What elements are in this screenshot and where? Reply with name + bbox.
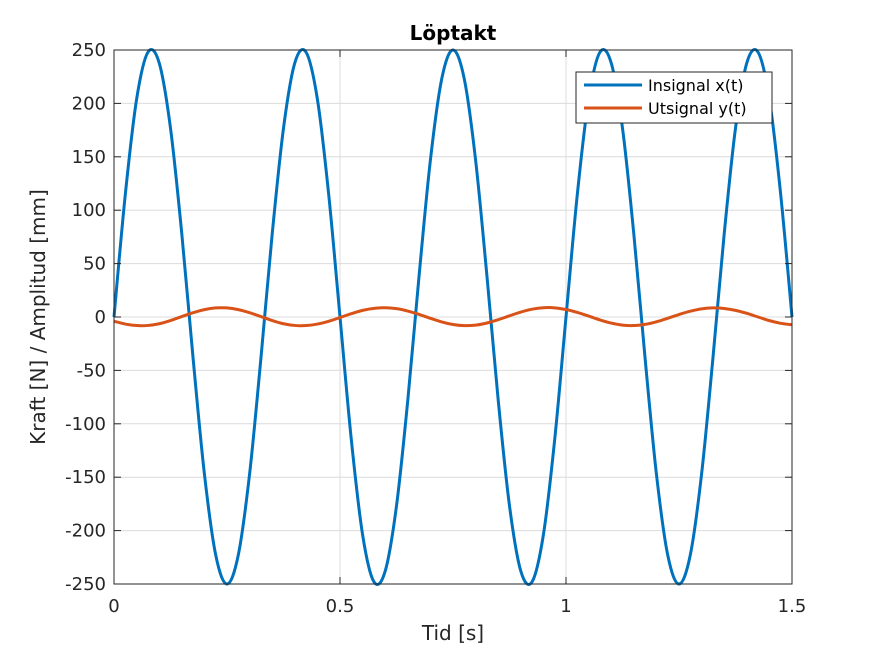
legend: Insignal x(t) Utsignal y(t) [575, 71, 773, 124]
axis-ticks: 0 0.5 1 1.5 250 200 150 100 50 0 -50 -100 -150 -200 -2… [65, 40, 806, 617]
y-tick-label: -200 [65, 521, 106, 542]
y-tick-label: 100 [72, 200, 106, 221]
y-tick-label: -150 [65, 467, 106, 488]
y-tick-label: 0 [95, 307, 106, 328]
x-tick-label: 0 [108, 596, 119, 617]
x-tick-label: 1.5 [778, 596, 807, 617]
y-tick-label: -50 [77, 360, 106, 381]
y-tick-label: -100 [65, 414, 106, 435]
legend-label-utsignal: Utsignal y(t) [648, 99, 747, 118]
chart-title: Löptakt [410, 21, 497, 45]
y-axis-title: Kraft [N] / Amplitud [mm] [26, 189, 50, 445]
x-tick-label: 1 [560, 596, 571, 617]
legend-box [575, 71, 773, 124]
y-tick-label: 200 [72, 93, 106, 114]
y-tick-label: 50 [83, 254, 106, 275]
y-tick-label: -250 [65, 574, 106, 595]
y-tick-label: 150 [72, 147, 106, 168]
legend-label-insignal: Insignal x(t) [648, 76, 744, 95]
series-line-utsignal [113, 306, 793, 328]
x-tick-label: 0.5 [326, 596, 355, 617]
x-axis-title: Tid [s] [421, 621, 484, 645]
y-tick-label: 250 [72, 40, 106, 61]
